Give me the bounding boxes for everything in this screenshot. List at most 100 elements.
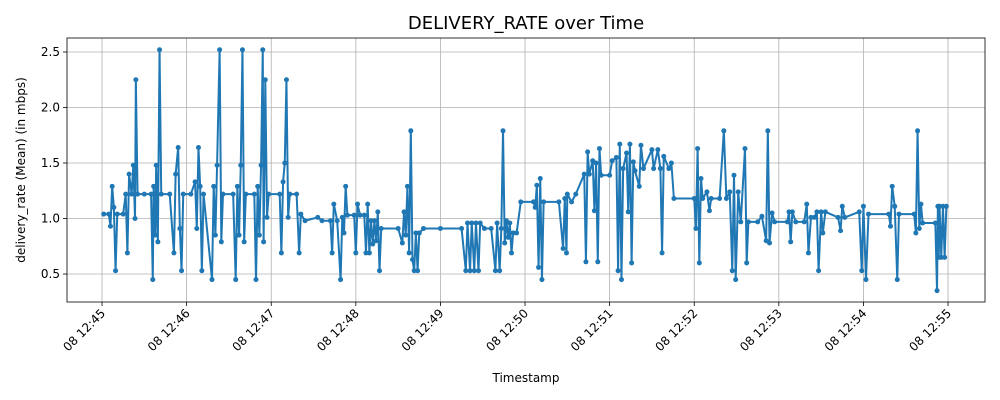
data-point xyxy=(627,141,633,147)
data-point xyxy=(264,214,270,220)
data-point xyxy=(700,196,706,202)
data-point xyxy=(129,191,135,197)
data-point xyxy=(942,254,948,260)
data-point xyxy=(111,204,117,210)
data-point xyxy=(239,47,245,53)
data-point xyxy=(793,219,799,225)
data-point xyxy=(569,199,575,205)
data-point xyxy=(585,149,591,155)
data-point xyxy=(613,154,619,160)
data-point xyxy=(918,201,924,207)
data-point xyxy=(801,219,807,225)
data-point xyxy=(217,47,223,53)
data-point xyxy=(378,226,384,232)
data-point xyxy=(437,226,443,232)
data-point xyxy=(463,268,469,274)
data-point xyxy=(866,211,872,217)
data-point xyxy=(155,239,161,245)
data-point xyxy=(539,277,545,283)
data-point xyxy=(892,203,898,209)
data-point xyxy=(729,268,735,274)
data-point xyxy=(475,268,481,274)
x-axis-label: Timestamp xyxy=(492,371,560,385)
data-point xyxy=(638,142,644,148)
data-point xyxy=(651,166,657,172)
y-axis-label: delivery_rate (Mean) (in mbps) xyxy=(14,77,28,263)
data-point xyxy=(157,47,163,53)
data-point xyxy=(287,191,293,197)
data-point xyxy=(406,250,412,256)
data-point xyxy=(581,171,587,177)
data-point xyxy=(586,171,592,177)
data-point xyxy=(477,220,483,226)
data-point xyxy=(261,239,267,245)
data-point xyxy=(532,204,538,210)
data-point xyxy=(596,146,602,152)
data-point xyxy=(704,189,710,195)
data-point xyxy=(334,218,340,224)
data-point xyxy=(655,147,661,153)
data-point xyxy=(212,232,218,238)
data-point xyxy=(148,191,154,197)
data-point xyxy=(618,277,624,283)
data-point xyxy=(514,230,520,236)
data-point xyxy=(194,226,200,232)
data-point xyxy=(804,201,810,207)
data-point xyxy=(896,211,902,217)
data-point xyxy=(593,160,599,166)
data-point xyxy=(563,250,569,256)
data-point xyxy=(530,199,536,205)
data-point xyxy=(253,277,259,283)
data-point xyxy=(789,209,795,215)
data-point xyxy=(691,196,697,202)
data-point xyxy=(698,176,704,182)
data-point xyxy=(101,211,107,217)
data-point xyxy=(296,250,302,256)
data-point xyxy=(192,179,198,185)
data-point xyxy=(769,210,775,216)
data-point xyxy=(211,183,217,189)
data-point xyxy=(649,147,655,153)
data-point xyxy=(696,260,702,266)
data-point xyxy=(344,212,350,218)
data-point xyxy=(355,201,361,207)
data-point xyxy=(620,166,626,172)
data-point xyxy=(282,160,288,166)
data-point xyxy=(657,166,663,172)
data-point xyxy=(494,220,500,226)
data-point xyxy=(167,191,173,197)
data-point xyxy=(459,226,465,232)
data-point xyxy=(497,268,503,274)
data-point xyxy=(820,230,826,236)
data-point xyxy=(251,191,257,197)
data-point xyxy=(173,171,179,177)
data-point xyxy=(152,232,158,238)
data-point xyxy=(280,179,286,185)
y-tick-label: 1.0 xyxy=(41,212,60,226)
data-point xyxy=(294,191,300,197)
data-point xyxy=(784,219,790,225)
y-tick-label: 0.5 xyxy=(41,267,60,281)
axes-frame xyxy=(66,37,986,303)
data-point xyxy=(319,218,325,224)
data-point xyxy=(772,219,778,225)
data-point xyxy=(135,191,141,197)
data-point xyxy=(236,232,242,238)
data-point xyxy=(915,128,921,134)
data-point xyxy=(615,268,621,274)
data-point xyxy=(234,183,240,189)
data-point xyxy=(835,214,841,220)
data-point xyxy=(591,208,597,214)
y-tick-label: 2.0 xyxy=(41,100,60,114)
data-point xyxy=(632,168,638,174)
data-point xyxy=(464,220,470,226)
data-point xyxy=(934,288,940,294)
data-point xyxy=(708,196,714,202)
plot-area xyxy=(101,47,949,294)
data-point xyxy=(659,250,665,256)
data-point xyxy=(331,201,337,207)
data-point xyxy=(218,239,224,245)
data-point xyxy=(351,212,357,218)
data-point xyxy=(214,162,220,168)
